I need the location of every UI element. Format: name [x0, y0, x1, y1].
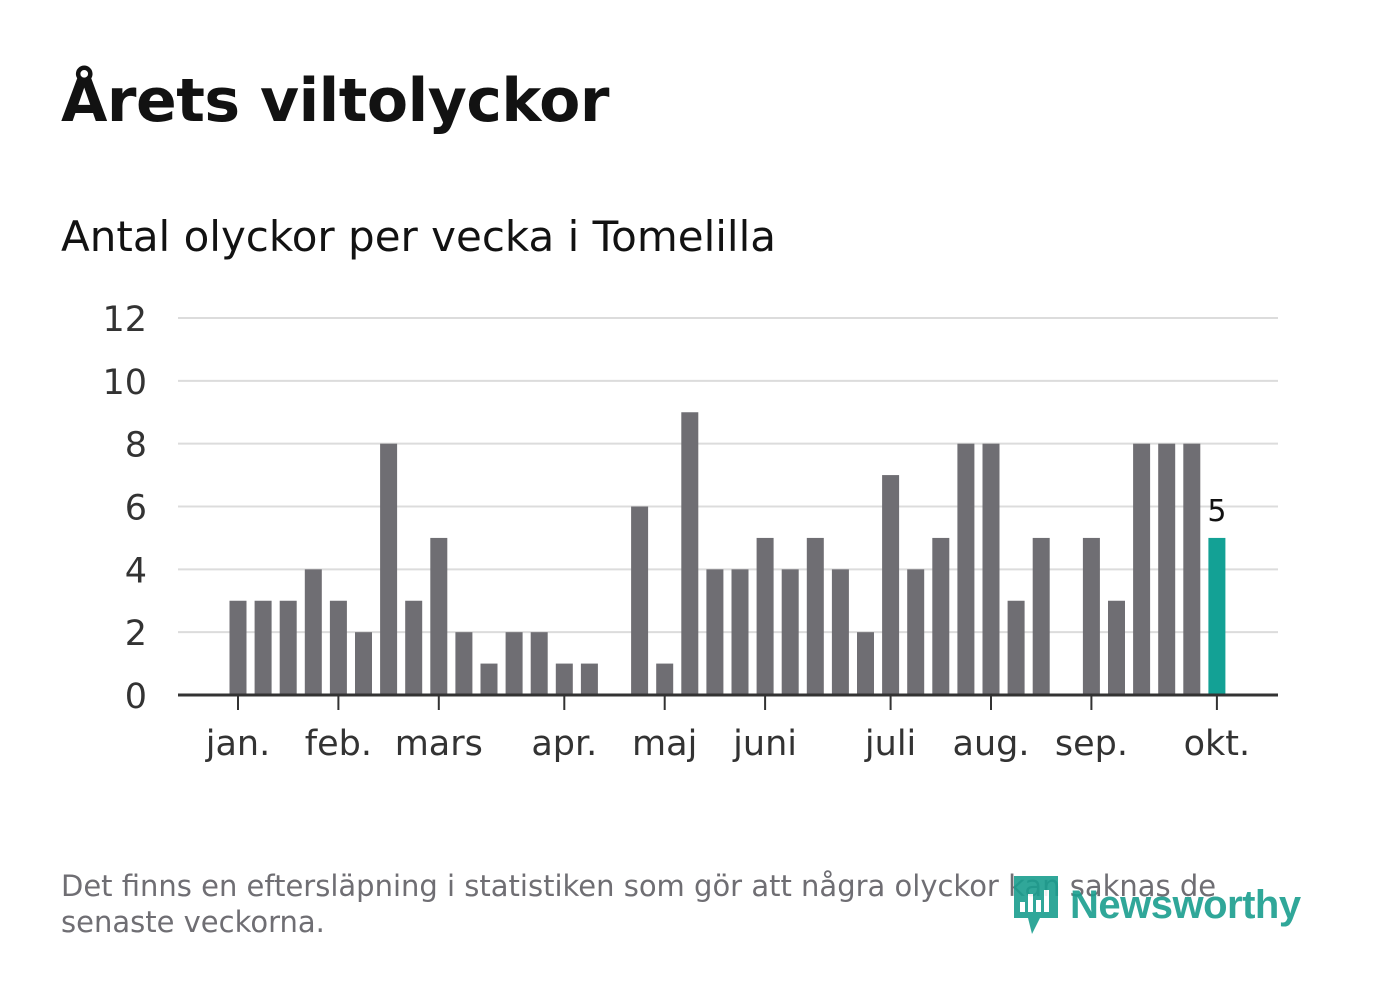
x-tick-label: apr.	[531, 724, 597, 764]
bar-week-5	[329, 600, 347, 695]
grid-lines	[178, 317, 1278, 634]
bars	[229, 412, 1226, 695]
bar-week-7	[380, 443, 398, 695]
y-tick-label: 12	[102, 300, 147, 340]
chart-title: Årets viltolyckor	[61, 66, 610, 136]
bar-week-6	[355, 632, 372, 695]
bar-week-38	[1158, 443, 1176, 695]
bar-week-17	[631, 506, 649, 695]
x-tick-label: okt.	[1184, 724, 1251, 764]
bar-week-4	[304, 569, 322, 695]
bar-week-28	[907, 569, 925, 695]
x-tick-label: juni	[732, 724, 797, 764]
bar-week-18	[656, 663, 674, 695]
bar-week-13	[530, 632, 548, 695]
bar-week-37	[1133, 443, 1151, 695]
bar-week-39	[1183, 443, 1201, 695]
newsworthy-logo-text: Newsworthy	[1070, 882, 1301, 927]
bar-week-26	[857, 632, 874, 695]
x-axis-labels: jan. feb. mars apr. maj juni juli aug. sep. okt.	[205, 724, 1250, 764]
last-value-label: 5	[1207, 494, 1226, 529]
y-tick-label: 6	[125, 489, 147, 529]
bar-week-21	[731, 569, 749, 695]
bar-week-22	[756, 537, 774, 695]
bar-week-3	[279, 600, 297, 695]
x-tick-label: maj	[632, 724, 697, 764]
bar-week-15	[580, 663, 598, 695]
chart-subtitle: Antal olyckor per vecka i Tomelilla	[61, 212, 777, 261]
x-tick-label: sep.	[1055, 724, 1128, 764]
bar-week-1	[229, 600, 247, 695]
bar-week-14	[555, 663, 573, 695]
y-tick-label: 8	[125, 426, 147, 466]
bar-week-30	[957, 443, 975, 695]
x-tick-label: aug.	[953, 724, 1030, 764]
newsworthy-logo-icon	[1014, 876, 1058, 934]
bar-week-31	[982, 443, 1000, 695]
bar-week-29	[932, 537, 950, 695]
y-tick-label: 0	[125, 677, 147, 717]
y-axis-labels: 0 2 4 6 8 10 12	[102, 300, 147, 717]
bar-week-32	[1007, 600, 1025, 695]
bar-week-2	[254, 600, 272, 695]
bar-week-24	[806, 537, 824, 695]
bar-week-27	[882, 475, 900, 695]
bar-week-25	[831, 569, 849, 695]
bar-current-week	[1208, 537, 1226, 695]
bar-week-33	[1032, 537, 1050, 695]
bar-week-20	[706, 569, 724, 695]
bar-week-19	[681, 412, 699, 695]
x-tick-label: feb.	[305, 724, 372, 764]
bar-week-9	[430, 537, 448, 695]
x-tick-label: jan.	[205, 724, 270, 764]
annotations: 5	[1207, 494, 1226, 529]
bar-week-36	[1108, 600, 1125, 695]
x-tick-label: juli	[864, 724, 916, 764]
bar-week-35	[1082, 537, 1100, 695]
x-axis	[178, 693, 1278, 710]
y-tick-label: 10	[102, 363, 147, 403]
x-tick-label: mars	[395, 724, 483, 764]
bar-week-23	[781, 569, 799, 695]
bar-week-12	[505, 632, 523, 695]
y-tick-label: 4	[125, 551, 147, 591]
y-tick-label: 2	[125, 614, 147, 654]
newsworthy-logo: Newsworthy	[1010, 870, 1301, 940]
bar-week-11	[480, 663, 498, 695]
bar-week-8	[405, 600, 423, 695]
bar-week-10	[455, 632, 473, 695]
